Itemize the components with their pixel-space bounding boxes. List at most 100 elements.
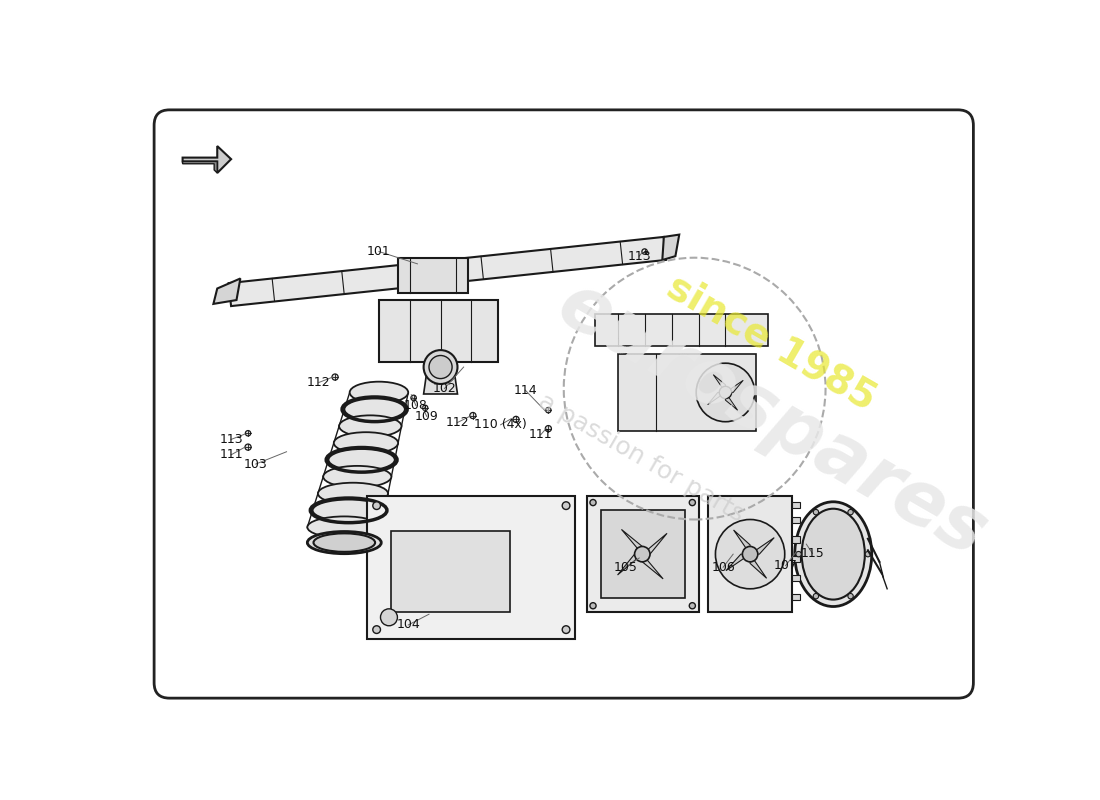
Ellipse shape — [333, 432, 398, 454]
Bar — [792, 594, 800, 600]
Circle shape — [696, 363, 755, 422]
Circle shape — [422, 405, 428, 410]
Text: 107: 107 — [773, 559, 798, 572]
Polygon shape — [424, 367, 458, 394]
Text: 105: 105 — [614, 561, 637, 574]
Circle shape — [562, 626, 570, 634]
Polygon shape — [750, 538, 774, 554]
Circle shape — [719, 386, 732, 398]
Text: 108: 108 — [404, 399, 428, 412]
Text: 102: 102 — [432, 382, 456, 395]
Polygon shape — [726, 380, 744, 393]
Text: 110 (4x): 110 (4x) — [474, 418, 527, 431]
Circle shape — [245, 444, 251, 450]
Text: 101: 101 — [367, 245, 390, 258]
Circle shape — [546, 407, 551, 413]
Polygon shape — [183, 162, 218, 173]
Circle shape — [813, 510, 818, 515]
Text: 109: 109 — [415, 410, 439, 423]
Text: eurospares: eurospares — [544, 266, 999, 572]
Bar — [398, 258, 468, 293]
Text: 111: 111 — [529, 428, 552, 442]
Circle shape — [546, 426, 551, 432]
Circle shape — [848, 510, 854, 515]
Circle shape — [562, 502, 570, 510]
Bar — [792, 502, 800, 508]
Circle shape — [796, 551, 801, 557]
Circle shape — [690, 499, 695, 506]
Polygon shape — [750, 554, 767, 578]
Ellipse shape — [350, 382, 408, 403]
Circle shape — [742, 546, 758, 562]
Bar — [594, 314, 768, 346]
Polygon shape — [642, 534, 667, 554]
Circle shape — [642, 249, 647, 254]
Text: a passion for parts: a passion for parts — [534, 389, 748, 526]
Ellipse shape — [339, 415, 402, 437]
Text: 113: 113 — [627, 250, 651, 262]
Bar — [792, 517, 800, 523]
Polygon shape — [621, 530, 642, 554]
Circle shape — [381, 609, 397, 626]
Circle shape — [373, 502, 381, 510]
Circle shape — [590, 499, 596, 506]
Polygon shape — [734, 530, 750, 554]
Bar — [601, 510, 684, 598]
Text: 112: 112 — [446, 416, 470, 429]
Polygon shape — [713, 374, 726, 393]
Bar — [367, 496, 575, 639]
Circle shape — [590, 602, 596, 609]
Polygon shape — [707, 393, 726, 405]
Text: 106: 106 — [712, 561, 735, 574]
Bar — [378, 300, 498, 362]
Text: 114: 114 — [514, 384, 537, 397]
Circle shape — [635, 546, 650, 562]
Circle shape — [245, 430, 251, 436]
Text: 113: 113 — [219, 433, 243, 446]
Text: 112: 112 — [307, 376, 331, 389]
Circle shape — [690, 602, 695, 609]
Polygon shape — [229, 237, 667, 306]
Polygon shape — [726, 393, 738, 410]
Polygon shape — [213, 278, 241, 304]
Polygon shape — [662, 234, 680, 260]
Bar — [618, 354, 757, 431]
Polygon shape — [617, 554, 642, 575]
FancyBboxPatch shape — [154, 110, 974, 698]
Bar — [587, 496, 698, 612]
Ellipse shape — [794, 502, 871, 606]
Circle shape — [424, 350, 458, 384]
Bar — [707, 496, 792, 612]
Ellipse shape — [312, 499, 385, 521]
Ellipse shape — [329, 449, 395, 470]
Circle shape — [332, 374, 338, 380]
Circle shape — [429, 355, 452, 378]
Text: 111: 111 — [219, 448, 243, 462]
Bar — [792, 575, 800, 581]
Ellipse shape — [314, 534, 375, 552]
Text: 104: 104 — [396, 618, 420, 631]
Circle shape — [373, 626, 381, 634]
Polygon shape — [642, 554, 663, 579]
Circle shape — [470, 413, 476, 418]
Ellipse shape — [344, 398, 405, 420]
Circle shape — [848, 594, 854, 599]
Circle shape — [813, 594, 818, 599]
Polygon shape — [726, 554, 750, 570]
Circle shape — [411, 395, 416, 401]
Circle shape — [715, 519, 784, 589]
Circle shape — [513, 416, 519, 422]
Ellipse shape — [323, 466, 392, 487]
Ellipse shape — [802, 509, 865, 599]
Polygon shape — [183, 146, 231, 173]
Text: since 1985: since 1985 — [660, 267, 883, 418]
Text: 103: 103 — [244, 458, 267, 470]
Ellipse shape — [318, 482, 388, 504]
Text: 115: 115 — [801, 547, 824, 560]
Bar — [792, 556, 800, 562]
Bar — [792, 537, 800, 542]
Ellipse shape — [307, 517, 382, 538]
Ellipse shape — [307, 531, 382, 554]
Bar — [390, 531, 510, 612]
Circle shape — [866, 551, 870, 557]
